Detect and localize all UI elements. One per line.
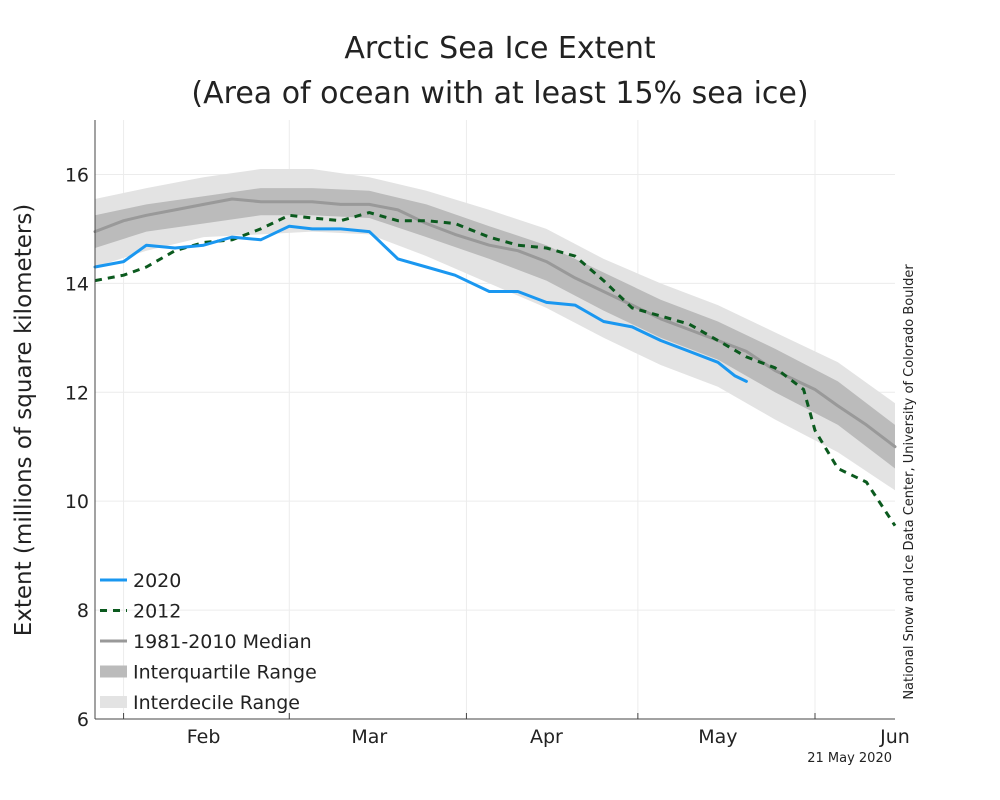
line-layer xyxy=(93,197,897,527)
legend-label: 1981-2010 Median xyxy=(133,631,312,653)
legend-item: Interdecile Range xyxy=(100,692,300,714)
legend-item: Interquartile Range xyxy=(100,662,317,684)
legend-item: 1981-2010 Median xyxy=(100,631,312,653)
x-tick-label: Jun xyxy=(879,726,910,748)
y-tick-label: 10 xyxy=(65,491,89,513)
legend-label: Interdecile Range xyxy=(133,692,300,714)
legend-swatch xyxy=(100,665,127,678)
chart-title: Arctic Sea Ice Extent xyxy=(344,31,656,66)
interquartile-range-band xyxy=(95,188,895,469)
legend-label: Interquartile Range xyxy=(133,662,317,684)
y-tick-label: 6 xyxy=(77,709,89,731)
y-tick-label: 14 xyxy=(65,273,89,295)
band-layer xyxy=(95,169,895,491)
chart-subtitle: (Area of ocean with at least 15% sea ice… xyxy=(191,76,808,111)
x-tick-label: Apr xyxy=(530,726,563,748)
legend-swatch xyxy=(100,696,127,708)
legend-item: 2020 xyxy=(100,570,181,592)
series-2020-line xyxy=(93,224,748,383)
axes-layer: 6 8 10 12 14 16 Feb Mar Apr May Jun xyxy=(65,120,910,748)
y-axis-label: Extent (millions of square kilometers) xyxy=(11,204,37,637)
x-tick-label: May xyxy=(698,726,737,748)
legend-label: 2012 xyxy=(133,601,181,623)
legend: 2020 2012 1981-2010 Median Interquartile Ra… xyxy=(100,570,317,714)
x-tick-label: Feb xyxy=(187,726,221,748)
y-tick-label: 16 xyxy=(65,164,89,186)
x-tick-label: Mar xyxy=(351,726,387,748)
legend-label: 2020 xyxy=(133,570,181,592)
y-tick-label: 8 xyxy=(77,600,89,622)
date-stamp: 21 May 2020 xyxy=(807,751,892,766)
y-tick-label: 12 xyxy=(65,382,89,404)
credit-text: National Snow and Ice Data Center, Unive… xyxy=(902,264,917,700)
legend-item: 2012 xyxy=(100,601,181,623)
series-1981-2010-median-line xyxy=(93,197,897,449)
